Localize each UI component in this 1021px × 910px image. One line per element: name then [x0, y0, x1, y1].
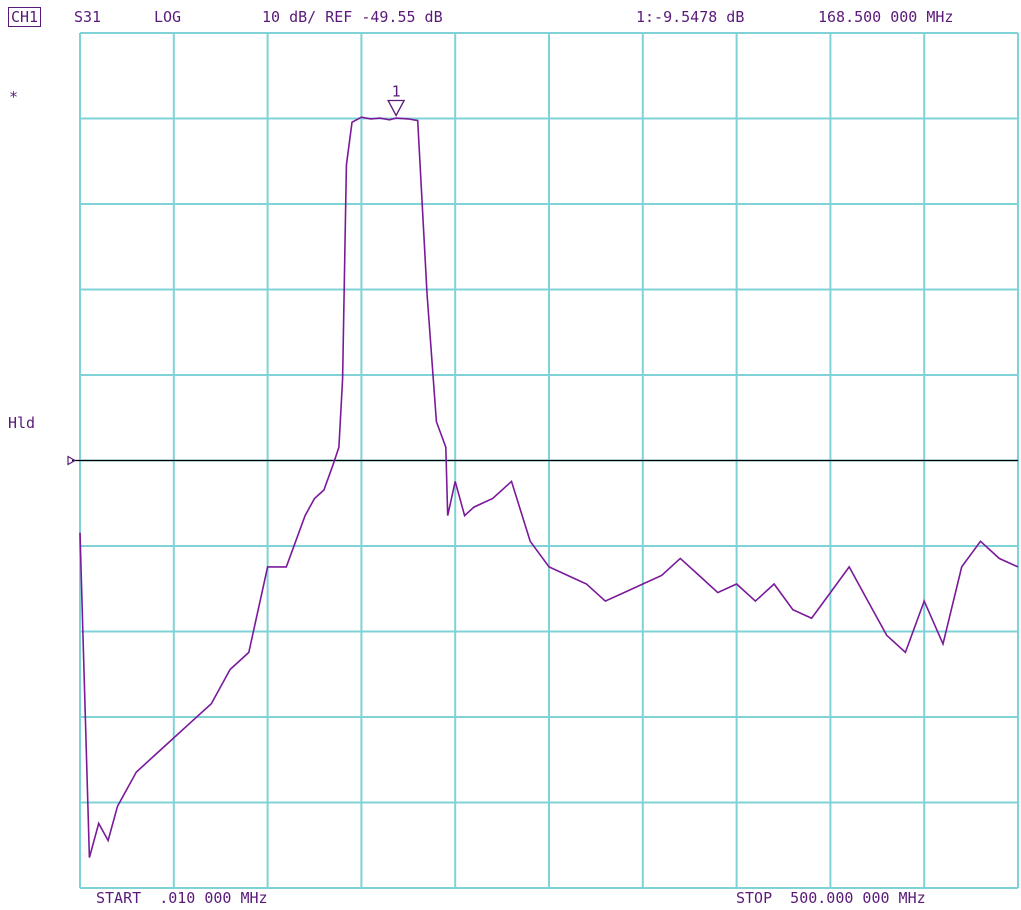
marker-1-triangle [387, 99, 406, 117]
active-marker-star: * [9, 88, 19, 106]
header-parameter: S31 [74, 8, 102, 26]
start-frequency: START .010 000 MHz [96, 889, 268, 907]
s31-trace [79, 116, 1019, 858]
stop-frequency: STOP 500.000 000 MHz [736, 889, 926, 907]
marker-1-label: 1 [392, 82, 401, 100]
header-scale-ref: 10 dB/ REF -49.55 dB [262, 8, 443, 26]
reference-level-arrow [67, 455, 77, 466]
header-channel: CH1 [8, 7, 42, 27]
header-format: LOG [154, 8, 182, 26]
hold-indicator: Hld [8, 414, 36, 432]
header-marker-readout: 1:-9.5478 dB [636, 8, 745, 26]
header-marker-freq: 168.500 000 MHz [818, 8, 954, 26]
